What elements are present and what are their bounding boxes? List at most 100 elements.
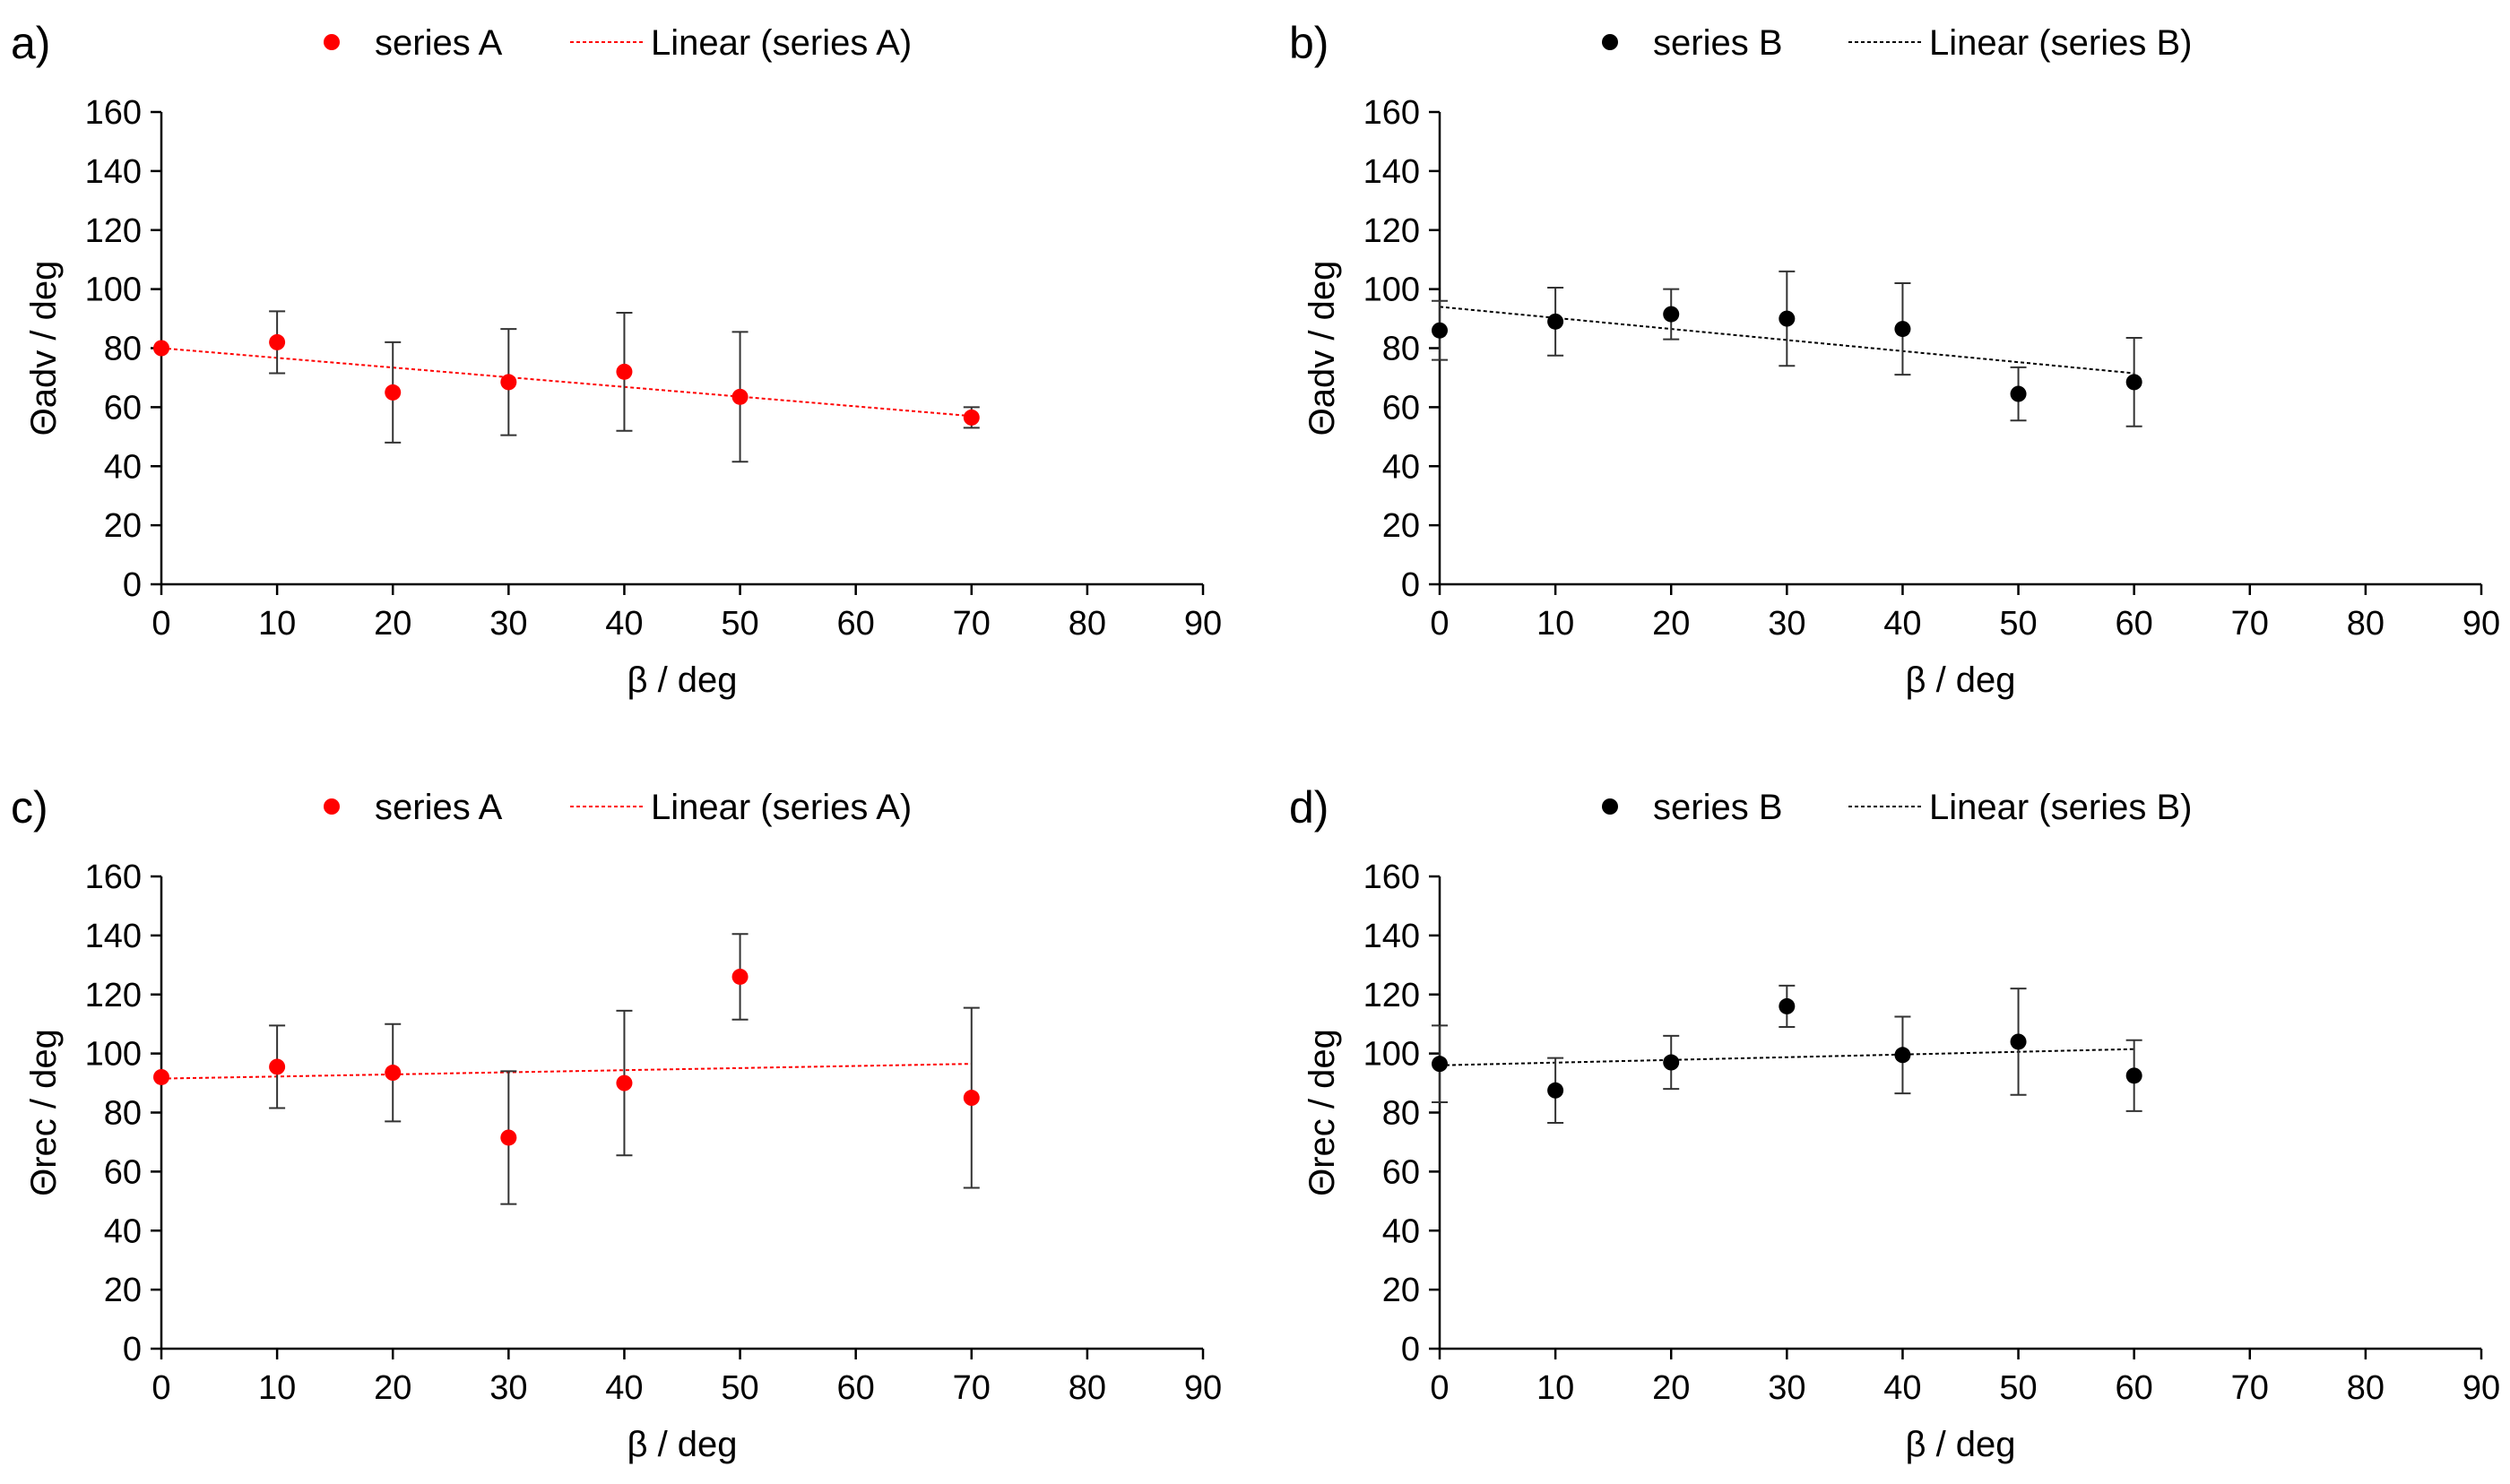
y-tick-label: 0: [1401, 1331, 1420, 1368]
data-point: [1547, 1082, 1564, 1099]
y-tick-label: 80: [104, 331, 142, 368]
x-tick-label: 50: [1999, 605, 2037, 643]
x-tick-label: 40: [605, 605, 643, 643]
data-point: [269, 333, 286, 350]
x-tick-label: 0: [151, 605, 170, 643]
trendline: [160, 1063, 972, 1080]
x-tick-label: 40: [605, 1369, 643, 1407]
legend-marker: [1602, 798, 1618, 815]
data-point: [1894, 1047, 1911, 1064]
x-tick-label: 20: [374, 605, 411, 643]
data-point: [500, 374, 517, 391]
data-point: [1894, 321, 1911, 338]
panel-label: c): [11, 782, 48, 833]
legend-marker: [324, 798, 340, 815]
data-point: [616, 1074, 633, 1091]
x-tick-label: 80: [1069, 605, 1106, 643]
x-tick-label: 20: [1652, 1369, 1690, 1407]
data-point: [2010, 1033, 2027, 1050]
x-tick-label: 60: [2116, 605, 2153, 643]
x-tick-label: 30: [489, 605, 527, 643]
y-tick-label: 100: [85, 272, 142, 309]
y-tick-label: 20: [1382, 507, 1420, 545]
x-tick-label: 10: [1536, 1369, 1574, 1407]
y-tick-label: 60: [104, 1153, 142, 1191]
x-tick-label: 0: [1430, 605, 1449, 643]
data-point: [153, 1068, 169, 1085]
x-tick-label: 20: [1652, 605, 1690, 643]
x-tick-label: 40: [1883, 605, 1921, 643]
y-axis-title: Θrec / deg: [24, 1029, 64, 1196]
y-tick-label: 160: [1363, 858, 1420, 896]
data-point: [1663, 1054, 1680, 1071]
y-axis-title: Θadv / deg: [24, 261, 64, 436]
y-tick-label: 0: [123, 566, 142, 604]
y-tick-label: 120: [1363, 212, 1420, 250]
legend-trend-label: Linear (series A): [651, 23, 912, 63]
x-tick-label: 60: [2116, 1369, 2153, 1407]
x-axis-title: β / deg: [1905, 660, 2015, 700]
legend-trend-label: Linear (series B): [1929, 23, 2192, 63]
data-point: [1663, 306, 1680, 323]
x-tick-label: 90: [1184, 605, 1222, 643]
legend-series-label: series A: [375, 788, 503, 827]
y-tick-label: 140: [85, 153, 142, 191]
y-axis-title: Θrec / deg: [1303, 1029, 1342, 1196]
y-axis-title: Θadv / deg: [1303, 261, 1342, 436]
y-tick-label: 60: [104, 389, 142, 427]
data-point: [385, 1065, 402, 1082]
y-tick-label: 120: [85, 212, 142, 250]
y-tick-label: 40: [1382, 1212, 1420, 1250]
y-tick-label: 0: [123, 1331, 142, 1368]
x-tick-label: 70: [953, 1369, 991, 1407]
x-tick-label: 70: [2231, 1369, 2269, 1407]
y-tick-label: 40: [104, 1212, 142, 1250]
legend-trend-label: Linear (series A): [651, 788, 912, 827]
trendline: [160, 347, 972, 418]
y-tick-label: 20: [104, 1272, 142, 1309]
x-tick-label: 90: [2462, 1369, 2500, 1407]
y-tick-label: 140: [85, 918, 142, 955]
data-point: [1779, 997, 1796, 1014]
x-tick-label: 40: [1883, 1369, 1921, 1407]
x-tick-label: 10: [258, 1369, 296, 1407]
y-tick-label: 60: [1382, 389, 1420, 427]
data-point: [731, 968, 749, 985]
y-tick-label: 40: [104, 448, 142, 486]
y-tick-label: 80: [104, 1095, 142, 1133]
x-tick-label: 30: [1768, 605, 1805, 643]
legend-trend-label: Linear (series B): [1929, 788, 2192, 827]
y-tick-label: 0: [1401, 566, 1420, 604]
x-tick-label: 30: [489, 1369, 527, 1407]
data-point: [731, 388, 749, 405]
y-tick-label: 120: [1363, 977, 1420, 1014]
x-tick-label: 0: [1430, 1369, 1449, 1407]
x-tick-label: 70: [2231, 605, 2269, 643]
data-point: [1547, 313, 1564, 330]
y-tick-label: 120: [85, 977, 142, 1014]
x-tick-label: 10: [258, 605, 296, 643]
panel-label: b): [1289, 18, 1329, 68]
x-tick-label: 50: [1999, 1369, 2037, 1407]
data-point: [1779, 310, 1796, 327]
x-tick-label: 0: [151, 1369, 170, 1407]
data-point: [269, 1058, 286, 1075]
x-tick-label: 80: [2347, 1369, 2384, 1407]
y-tick-label: 40: [1382, 448, 1420, 486]
y-tick-label: 160: [85, 858, 142, 896]
x-axis-title: β / deg: [1905, 1425, 2015, 1464]
y-tick-label: 20: [104, 507, 142, 545]
panel-label: a): [11, 18, 50, 68]
y-tick-label: 160: [1363, 94, 1420, 132]
x-axis-title: β / deg: [627, 1425, 737, 1464]
y-tick-label: 100: [1363, 272, 1420, 309]
data-point: [385, 384, 402, 401]
data-point: [2125, 374, 2142, 391]
y-tick-label: 60: [1382, 1153, 1420, 1191]
data-point: [1432, 322, 1448, 339]
data-point: [500, 1129, 517, 1146]
y-tick-label: 160: [85, 94, 142, 132]
data-point: [963, 409, 980, 426]
legend-series-label: series B: [1653, 23, 1783, 63]
